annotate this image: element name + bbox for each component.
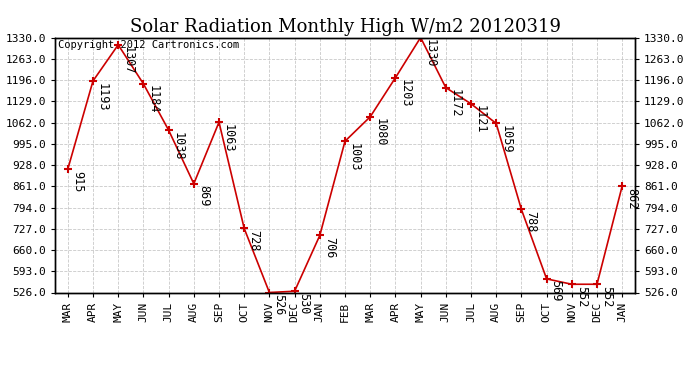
Text: 1330: 1330 [424, 39, 437, 68]
Text: 1184: 1184 [146, 86, 159, 114]
Text: 1038: 1038 [172, 132, 185, 160]
Text: 728: 728 [247, 230, 260, 251]
Text: 552: 552 [575, 286, 588, 307]
Text: 706: 706 [323, 237, 336, 258]
Text: 788: 788 [524, 211, 538, 232]
Text: 569: 569 [550, 280, 562, 302]
Text: 1080: 1080 [373, 118, 386, 147]
Text: 862: 862 [625, 188, 638, 209]
Text: 530: 530 [297, 293, 310, 314]
Text: 1059: 1059 [500, 125, 512, 153]
Text: 1172: 1172 [448, 89, 462, 118]
Text: 1003: 1003 [348, 143, 361, 171]
Text: 552: 552 [600, 286, 613, 307]
Text: Copyright 2012 Cartronics.com: Copyright 2012 Cartronics.com [58, 40, 239, 50]
Text: 1307: 1307 [121, 46, 135, 75]
Text: 1193: 1193 [96, 82, 109, 111]
Text: 1063: 1063 [222, 124, 235, 152]
Text: 1121: 1121 [474, 105, 487, 134]
Text: 1203: 1203 [398, 80, 411, 108]
Text: 526: 526 [273, 294, 286, 315]
Text: 869: 869 [197, 185, 210, 207]
Title: Solar Radiation Monthly High W/m2 20120319: Solar Radiation Monthly High W/m2 201203… [130, 18, 560, 36]
Text: 915: 915 [71, 171, 83, 192]
